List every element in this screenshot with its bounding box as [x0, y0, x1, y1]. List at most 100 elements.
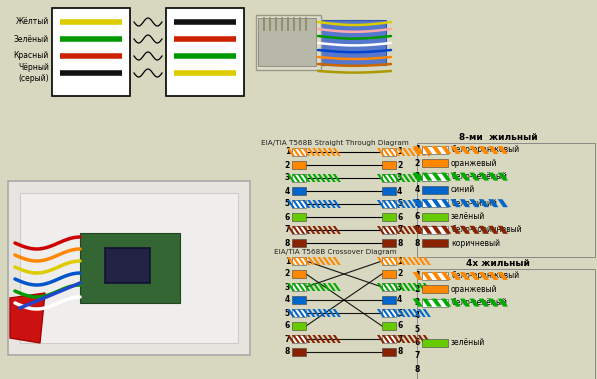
Text: 1: 1	[397, 147, 402, 157]
Polygon shape	[333, 226, 341, 234]
Polygon shape	[418, 257, 426, 265]
Polygon shape	[297, 335, 305, 343]
Text: 7: 7	[397, 335, 402, 343]
Text: бело-синий: бело-синий	[451, 199, 497, 208]
Polygon shape	[441, 172, 451, 181]
Text: EIA/TIA T568B Crossover Diagram: EIA/TIA T568B Crossover Diagram	[273, 249, 396, 255]
Text: 1: 1	[415, 146, 420, 155]
Polygon shape	[333, 283, 341, 291]
Polygon shape	[333, 200, 341, 208]
Polygon shape	[479, 172, 489, 181]
Polygon shape	[423, 335, 431, 343]
Polygon shape	[322, 257, 331, 265]
Polygon shape	[387, 335, 395, 343]
Polygon shape	[408, 283, 416, 291]
Polygon shape	[382, 283, 390, 291]
Text: 6: 6	[415, 338, 420, 347]
Polygon shape	[312, 226, 321, 234]
Polygon shape	[479, 226, 489, 234]
Text: зелёный: зелёный	[451, 212, 485, 221]
Polygon shape	[397, 283, 405, 291]
Polygon shape	[333, 335, 341, 343]
Polygon shape	[382, 257, 390, 265]
Polygon shape	[402, 257, 411, 265]
Polygon shape	[318, 335, 325, 343]
Polygon shape	[413, 148, 421, 156]
Bar	[382, 200, 396, 208]
Polygon shape	[322, 309, 331, 317]
Polygon shape	[397, 257, 405, 265]
Text: оранжевый: оранжевый	[451, 159, 497, 168]
Text: Чёрный
(серый): Чёрный (серый)	[18, 63, 49, 83]
Polygon shape	[432, 199, 442, 207]
Polygon shape	[297, 200, 305, 208]
Bar	[292, 200, 306, 208]
Polygon shape	[307, 335, 315, 343]
Text: EIA/TIA T568B Straight Through Diagram: EIA/TIA T568B Straight Through Diagram	[261, 140, 409, 146]
Polygon shape	[422, 226, 432, 234]
Polygon shape	[498, 272, 508, 280]
Bar	[292, 283, 306, 291]
Polygon shape	[498, 146, 508, 154]
Text: 4: 4	[285, 186, 290, 196]
Polygon shape	[488, 146, 498, 154]
Polygon shape	[292, 309, 300, 317]
Polygon shape	[460, 272, 470, 280]
Text: 5: 5	[285, 309, 290, 318]
Polygon shape	[302, 257, 310, 265]
Polygon shape	[418, 200, 426, 208]
Polygon shape	[397, 174, 405, 182]
Bar	[422, 299, 448, 307]
Text: Красный: Красный	[14, 52, 49, 61]
Polygon shape	[469, 199, 479, 207]
Polygon shape	[397, 148, 405, 156]
Polygon shape	[382, 174, 390, 182]
Polygon shape	[479, 272, 489, 280]
Bar	[417, 143, 595, 257]
Polygon shape	[318, 226, 325, 234]
Polygon shape	[318, 174, 325, 182]
Polygon shape	[328, 309, 336, 317]
Polygon shape	[402, 309, 411, 317]
Polygon shape	[377, 200, 385, 208]
Text: 8: 8	[415, 365, 420, 374]
Polygon shape	[450, 272, 461, 280]
Polygon shape	[307, 148, 315, 156]
Polygon shape	[408, 257, 416, 265]
Polygon shape	[450, 172, 461, 181]
Text: 3: 3	[285, 282, 290, 291]
Polygon shape	[450, 199, 461, 207]
Polygon shape	[387, 226, 395, 234]
Bar	[8, 181, 250, 355]
Polygon shape	[307, 257, 315, 265]
Bar	[292, 213, 306, 221]
Text: 1: 1	[285, 147, 290, 157]
Polygon shape	[469, 146, 479, 154]
Bar	[422, 285, 448, 293]
Polygon shape	[392, 309, 401, 317]
Polygon shape	[333, 148, 341, 156]
Polygon shape	[460, 146, 470, 154]
Text: 4: 4	[415, 312, 420, 320]
Polygon shape	[418, 283, 426, 291]
Text: 8: 8	[285, 238, 290, 247]
Bar	[382, 322, 396, 330]
Polygon shape	[413, 283, 421, 291]
Text: 3: 3	[415, 298, 420, 307]
Bar	[382, 226, 396, 234]
Polygon shape	[423, 200, 431, 208]
Polygon shape	[377, 309, 385, 317]
Text: 1: 1	[415, 271, 420, 280]
Polygon shape	[312, 283, 321, 291]
Polygon shape	[418, 174, 426, 182]
Bar	[292, 270, 306, 278]
Bar	[292, 161, 306, 169]
Bar	[422, 146, 448, 154]
Polygon shape	[441, 272, 451, 280]
Polygon shape	[397, 226, 405, 234]
Polygon shape	[302, 174, 310, 182]
Polygon shape	[422, 199, 432, 207]
Bar	[382, 335, 396, 343]
Polygon shape	[387, 257, 395, 265]
Polygon shape	[328, 283, 336, 291]
